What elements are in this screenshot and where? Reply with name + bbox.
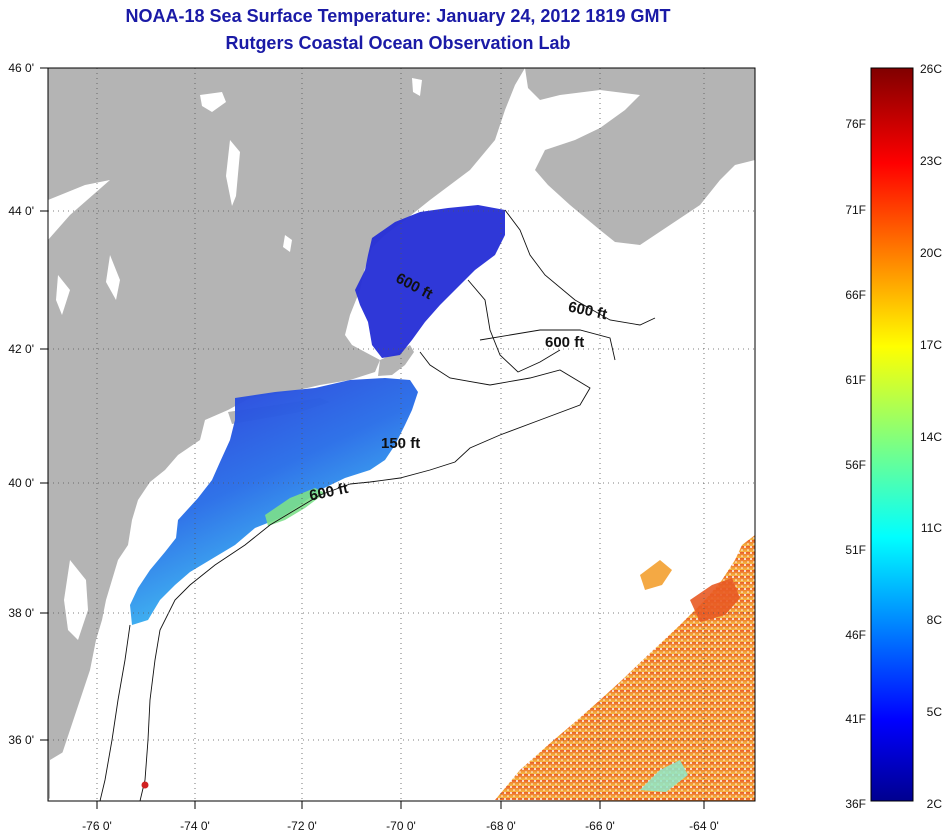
colorbar-label-c: 17C bbox=[920, 338, 942, 352]
contour-line bbox=[349, 351, 591, 485]
bay-north-carolina bbox=[50, 745, 95, 801]
lon-label: -76 0' bbox=[82, 819, 112, 833]
contour-line bbox=[504, 209, 656, 326]
colorbar-label-f: 71F bbox=[845, 203, 866, 217]
contour-line bbox=[479, 329, 616, 361]
sst-gulf-stream-core bbox=[690, 578, 740, 622]
colorbar-label-c: 14C bbox=[920, 430, 942, 444]
station-marker bbox=[141, 781, 149, 789]
temperature-colorbar bbox=[870, 67, 914, 802]
lake bbox=[48, 180, 110, 240]
colorbar-label-f: 76F bbox=[845, 117, 866, 131]
colorbar-label-c: 2C bbox=[927, 797, 943, 811]
contour-label: 600 ft bbox=[545, 334, 584, 351]
bay-chesapeake bbox=[64, 560, 88, 640]
colorbar-label-c: 20C bbox=[920, 246, 942, 260]
colorbar-label-f: 51F bbox=[845, 543, 866, 557]
lon-label: -72 0' bbox=[287, 819, 317, 833]
sst-gulf-of-maine bbox=[355, 205, 505, 358]
lake bbox=[283, 235, 292, 252]
lat-label: 44 0' bbox=[8, 204, 34, 218]
land-maritimes bbox=[525, 68, 755, 245]
colorbar-label-c: 11C bbox=[921, 521, 942, 535]
land-cape-cod bbox=[378, 345, 414, 376]
lat-label: 40 0' bbox=[8, 476, 34, 490]
contour-label: 150 ft bbox=[381, 435, 420, 452]
land-cape-breton bbox=[700, 105, 755, 160]
map-grid bbox=[48, 68, 755, 801]
lake bbox=[200, 92, 226, 112]
lake bbox=[412, 78, 422, 96]
lake bbox=[226, 140, 240, 206]
land-mainland bbox=[48, 68, 525, 801]
lon-label: -74 0' bbox=[180, 819, 210, 833]
map-title: NOAA-18 Sea Surface Temperature: January… bbox=[125, 6, 671, 26]
lake bbox=[56, 275, 70, 315]
colorbar-label-c: 26C bbox=[920, 62, 942, 76]
colorbar-label-f: 56F bbox=[845, 458, 866, 472]
sst-mid-atlantic-shelf bbox=[130, 378, 418, 625]
lat-label: 36 0' bbox=[8, 733, 34, 747]
colorbar-label-c: 5C bbox=[927, 705, 943, 719]
contour-line bbox=[139, 483, 351, 801]
contour-line bbox=[99, 624, 131, 801]
lat-label: 42 0' bbox=[8, 342, 34, 356]
colorbar-label-f: 61F bbox=[845, 373, 866, 387]
colorbar-label-f: 46F bbox=[845, 628, 866, 642]
sst-gulf-stream bbox=[495, 535, 755, 801]
sst-gulf-stream-patch bbox=[640, 560, 672, 590]
lat-label: 38 0' bbox=[8, 606, 34, 620]
map-subtitle: Rutgers Coastal Ocean Observation Lab bbox=[225, 33, 571, 53]
colorbar-label-f: 66F bbox=[845, 288, 866, 302]
sst-cool-filament bbox=[640, 760, 688, 792]
colorbar-label-f: 36F bbox=[845, 797, 866, 811]
bathymetry-contours bbox=[99, 209, 656, 801]
lon-label: -70 0' bbox=[386, 819, 416, 833]
lake bbox=[106, 255, 120, 300]
colorbar-label-f: 41F bbox=[845, 712, 866, 726]
axis-ticks bbox=[40, 67, 705, 809]
colorbar-label-c: 8C bbox=[927, 613, 943, 627]
lon-label: -64 0' bbox=[689, 819, 719, 833]
lon-label: -68 0' bbox=[486, 819, 516, 833]
contour-line bbox=[467, 279, 561, 373]
lon-label: -66 0' bbox=[585, 819, 615, 833]
sst-warm-shelf-edge bbox=[265, 488, 325, 526]
lat-label: 46 0' bbox=[8, 61, 34, 75]
colorbar-label-c: 23C bbox=[920, 154, 942, 168]
